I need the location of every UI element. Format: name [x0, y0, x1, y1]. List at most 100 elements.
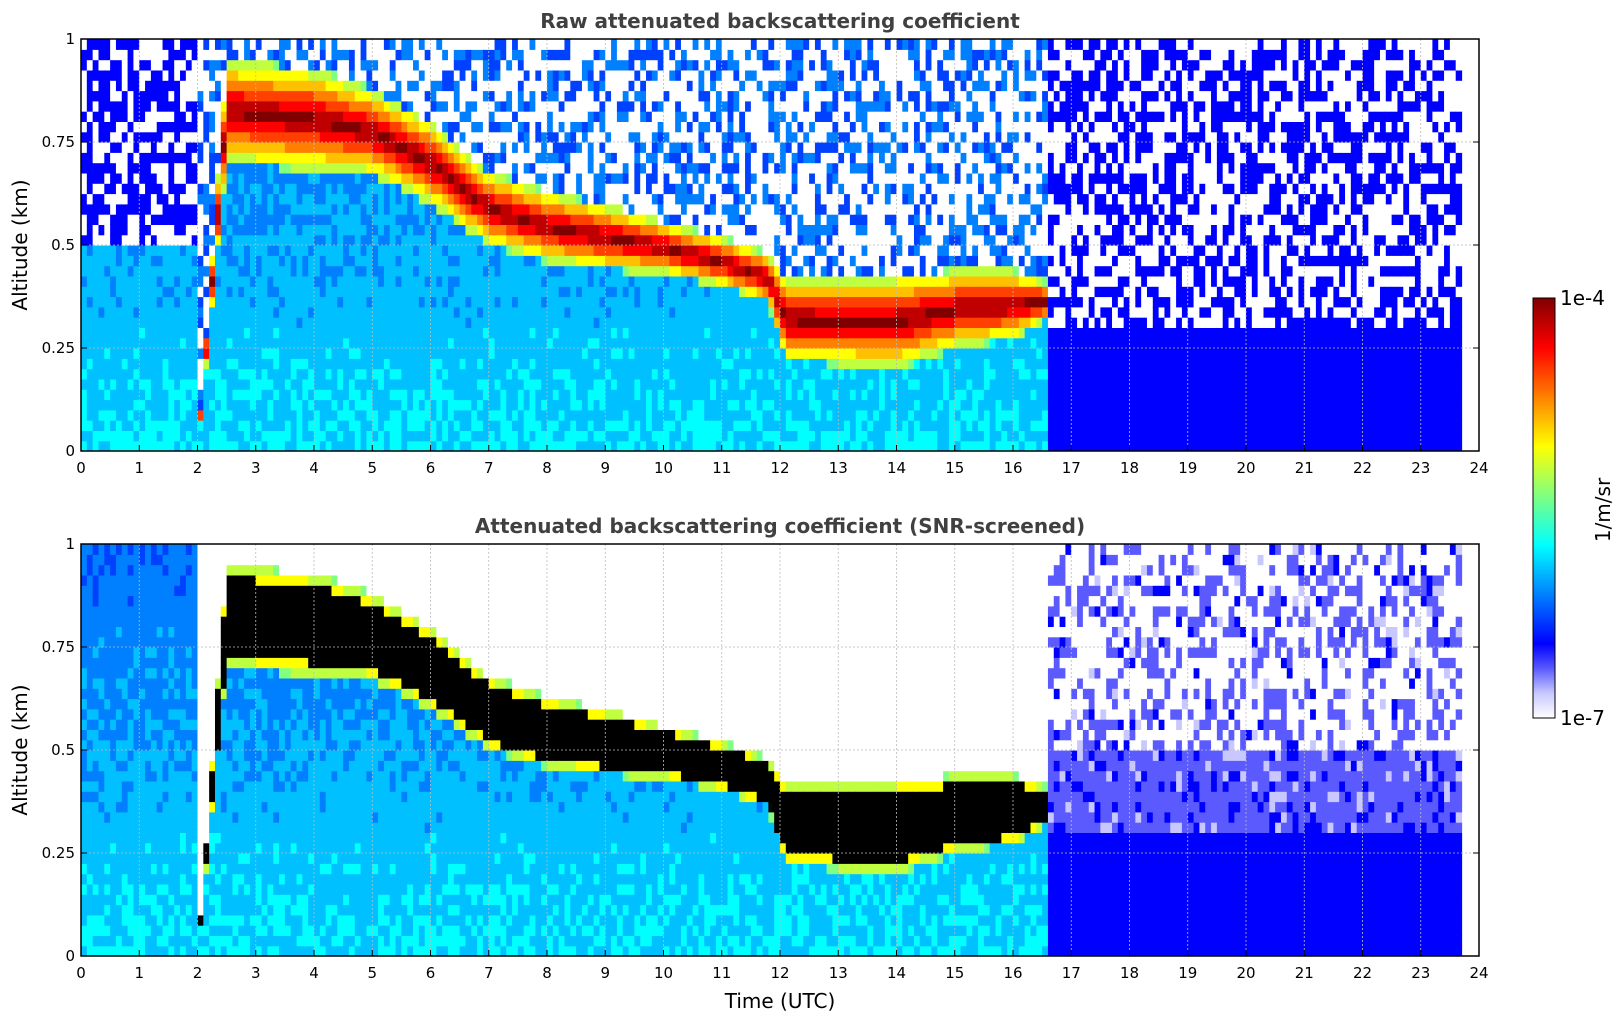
heatmap-cell	[343, 121, 350, 133]
heatmap-cell	[558, 348, 566, 359]
heatmap-cell	[605, 224, 612, 236]
heatmap-cell	[739, 59, 746, 71]
heatmap-cell	[745, 378, 752, 390]
heatmap-cell	[611, 286, 618, 298]
heatmap-cell	[506, 317, 513, 328]
heatmap-cell	[564, 203, 571, 215]
heatmap-cell	[372, 286, 379, 298]
heatmap-cell	[628, 430, 635, 442]
heatmap-cell	[302, 389, 309, 401]
heatmap-cell	[506, 286, 513, 298]
heatmap-cell	[506, 358, 513, 370]
heatmap-cell	[238, 234, 245, 246]
heatmap-cell	[715, 306, 723, 318]
heatmap-cell	[296, 409, 303, 421]
heatmap-cell	[750, 193, 758, 205]
heatmap-cell	[547, 49, 554, 61]
heatmap-cell	[750, 296, 758, 308]
heatmap-cell	[477, 399, 484, 411]
heatmap-cell	[273, 275, 280, 287]
heatmap-cell	[605, 80, 612, 92]
heatmap-cell	[715, 39, 723, 50]
heatmap-cell	[547, 306, 554, 318]
heatmap-cell	[482, 131, 490, 143]
heatmap-cell	[564, 368, 571, 380]
heatmap-cell	[669, 69, 676, 81]
heatmap-cell	[774, 49, 781, 61]
heatmap-cell	[302, 69, 309, 81]
heatmap-cell	[512, 90, 519, 102]
heatmap-cell	[488, 327, 496, 339]
heatmap-cell	[238, 245, 245, 256]
heatmap-cell	[220, 152, 228, 164]
heatmap-cell	[547, 255, 554, 267]
heatmap-cell	[302, 142, 309, 153]
heatmap-cell	[477, 275, 484, 287]
heatmap-cell	[284, 430, 292, 442]
heatmap-cell	[791, 275, 799, 287]
heatmap-cell	[570, 59, 577, 71]
heatmap-cell	[482, 348, 490, 359]
heatmap-cell	[488, 90, 496, 102]
heatmap-cell	[529, 90, 536, 102]
heatmap-cell	[797, 368, 804, 380]
heatmap-cell	[698, 142, 705, 153]
heatmap-cell	[407, 420, 414, 431]
heatmap-cell	[255, 358, 263, 370]
heatmap-cell	[319, 358, 327, 370]
heatmap-cell	[174, 162, 181, 174]
heatmap-cell	[477, 224, 484, 236]
heatmap-cell	[628, 337, 635, 349]
heatmap-cell	[325, 80, 333, 92]
heatmap-cell	[529, 214, 536, 225]
heatmap-cell	[692, 317, 700, 328]
heatmap-cell	[214, 255, 222, 267]
heatmap-cell	[523, 286, 531, 298]
heatmap-cell	[541, 234, 548, 246]
heatmap-cell	[698, 59, 705, 71]
heatmap-cell	[739, 440, 746, 451]
heatmap-cell	[174, 152, 181, 164]
heatmap-cell	[715, 358, 723, 370]
heatmap-cell	[791, 378, 799, 390]
heatmap-cell	[739, 183, 746, 195]
heatmap-cell	[92, 59, 100, 71]
heatmap-cell	[675, 111, 682, 122]
heatmap-cell	[81, 255, 88, 267]
heatmap-cell	[383, 193, 391, 205]
heatmap-cell	[372, 100, 379, 112]
heatmap-cell	[791, 389, 799, 401]
heatmap-cell	[512, 275, 519, 287]
heatmap-cell	[145, 39, 152, 50]
heatmap-cell	[337, 131, 344, 143]
heatmap-cell	[692, 39, 700, 50]
heatmap-cell	[139, 420, 146, 431]
heatmap-cell	[197, 39, 204, 50]
heatmap-cell	[494, 368, 501, 380]
heatmap-cell	[156, 193, 164, 205]
heatmap-cell	[605, 409, 612, 421]
heatmap-cell	[413, 39, 420, 50]
heatmap-cell	[133, 265, 140, 277]
heatmap-cell	[267, 203, 274, 215]
heatmap-cell	[704, 131, 711, 143]
heatmap-cell	[745, 348, 752, 359]
heatmap-cell	[727, 327, 734, 339]
heatmap-cell	[145, 49, 152, 61]
heatmap-cell	[308, 337, 315, 349]
heatmap-cell	[739, 193, 746, 205]
heatmap-cell	[547, 183, 554, 195]
heatmap-cell	[150, 265, 158, 277]
heatmap-cell	[680, 90, 688, 102]
heatmap-cell	[692, 59, 700, 71]
heatmap-cell	[453, 69, 461, 81]
heatmap-cell	[214, 142, 222, 153]
heatmap-cell	[360, 368, 368, 380]
heatmap-cell	[756, 409, 764, 421]
heatmap-cell	[209, 69, 216, 81]
heatmap-cell	[331, 265, 338, 277]
heatmap-cell	[197, 172, 204, 184]
heatmap-cell	[587, 131, 595, 143]
heatmap-cell	[756, 193, 764, 205]
heatmap-cell	[698, 245, 705, 256]
